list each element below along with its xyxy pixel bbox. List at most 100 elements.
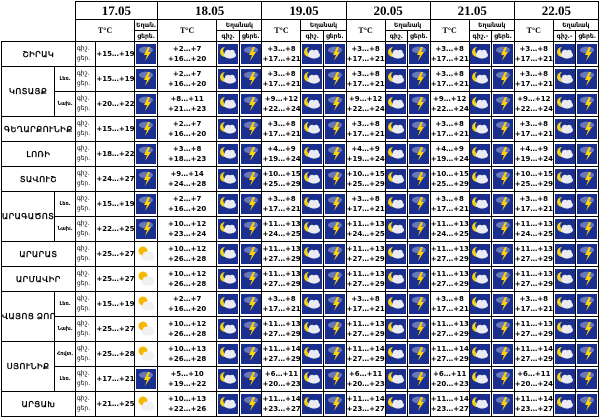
night-temp: +11…+13 <box>514 220 554 228</box>
day-temp: +27…+29 <box>346 330 385 338</box>
thunder-icon <box>491 266 515 292</box>
night-label: գիշ. <box>76 320 90 327</box>
night-icon <box>216 366 240 392</box>
day-temp: +23…+27 <box>514 405 554 413</box>
partly-icon <box>134 391 158 417</box>
day-temp: +19…+24 <box>514 155 554 163</box>
thunder-icon <box>491 391 515 417</box>
temp-day-4: +3…+8 +17…+21 <box>429 41 470 67</box>
night-label: գիշ. <box>76 370 90 377</box>
thunder-icon <box>575 216 599 242</box>
thunder-icon <box>575 116 599 142</box>
night-temp: +3…+8 <box>435 195 464 203</box>
night-temp: +3…+8 <box>435 295 464 303</box>
day-label: ցեր. <box>76 280 91 287</box>
night-icon <box>552 316 577 342</box>
day-temp: +22…+24 <box>346 105 385 113</box>
temp-value: +25…+28 <box>96 350 135 358</box>
thunder-icon <box>491 341 515 367</box>
region-row: ԿՈՏԱՅՔ Լեռ. գիշ. ցեր. +15…+19 +2…+7 +16…+20 +3…… <box>0 66 599 117</box>
day-temp: +27…+29 <box>430 330 469 338</box>
night-temp: +3…+8 <box>351 295 380 303</box>
night-icon <box>300 166 324 192</box>
region-row: Նախ. գիշ. ցեր. +20…+22 +8…+11 +21…+23 +9…+12 +2… <box>2 91 599 117</box>
night-icon <box>384 141 409 167</box>
temp-day-4: +9…+12 +22…+24 <box>429 91 470 117</box>
temp-day-5: +6…+11 +20…+24 <box>513 366 554 392</box>
weather-header-3: Եղանակ <box>384 19 431 31</box>
day-temp: +19…+24 <box>262 155 301 163</box>
night-icon <box>216 116 240 142</box>
night-temp: +6…+11 <box>517 370 551 378</box>
thunder-icon <box>407 141 431 167</box>
night-label: գիշ. <box>76 45 90 52</box>
temp-day-5: +11…+13 +27…+29 <box>513 241 554 267</box>
night-label: գիշ. <box>76 345 90 352</box>
night-icon <box>300 266 324 292</box>
temp-day-5: +10…+15 +25…+29 <box>513 166 554 192</box>
region-name: ԱՐԱՐԱՏ <box>1 241 76 267</box>
night-header-4: գիշ.- <box>468 30 493 42</box>
region-part-label: Լեռ. <box>54 191 76 217</box>
day-temp: +25…+29 <box>430 180 469 188</box>
night-header-2: գիշ. <box>300 30 324 42</box>
thunder-icon <box>491 141 515 167</box>
night-day-labels: գիշ. ցեր. <box>74 141 97 167</box>
day-temp: +27…+29 <box>262 355 301 363</box>
thunder-icon <box>238 266 263 292</box>
night-icon <box>468 316 493 342</box>
thunder-icon <box>323 41 347 67</box>
night-temp: +3…+8 <box>351 195 380 203</box>
night-temp: +11…+13 <box>346 320 385 328</box>
thunder-icon <box>491 316 515 342</box>
night-icon <box>384 366 409 392</box>
thunder-icon <box>238 91 263 117</box>
night-label: գիշ. <box>76 195 90 202</box>
temp-day-4: +11…+13 +24…+25 <box>429 216 470 242</box>
night-icon <box>300 191 324 217</box>
night-temp: +3…+8 <box>519 295 549 303</box>
region-name: ԱՐՑԱԽ <box>1 391 76 417</box>
temp-day-5: +3…+8 +17…+21 <box>513 41 554 67</box>
night-icon <box>552 391 577 417</box>
day-temp: +20…+23 <box>262 380 301 388</box>
night-temp: +11…+14 <box>346 395 385 403</box>
subheader-row-1: T°C Եղան. T°C Եղանակ T°C Եղանակ T°C Եղան… <box>2 19 600 42</box>
thunder-icon <box>134 166 158 192</box>
temp-day-4: +10…+15 +25…+29 <box>429 166 470 192</box>
thunder-icon <box>575 241 599 267</box>
region-part-label: Լեռ. <box>54 291 76 317</box>
night-icon <box>468 41 493 67</box>
night-icon <box>216 266 240 292</box>
temp-value: +15…+19 <box>96 200 135 208</box>
region-row: Լեռ. գիշ. ցեր. +17…+21 +5…+10 +19…+22 +6…+11 +2… <box>2 366 599 392</box>
day-temp: +27…+29 <box>514 255 554 263</box>
day-temp: +20…+23 <box>346 380 385 388</box>
day-temp: +27…+29 <box>514 330 554 338</box>
night-icon <box>552 216 577 242</box>
night-label: գիշ. <box>76 395 90 402</box>
region-row: Նախ. գիշ. ցեր. +25…+27 +10…+12 +26…+28 +11…+13… <box>2 316 599 342</box>
night-icon <box>384 116 409 142</box>
thunder-icon <box>575 66 599 92</box>
thunder-icon <box>407 316 431 342</box>
day-label: ցեր. <box>76 155 91 162</box>
temp-day-2: +3…+8 +17…+21 <box>261 291 302 317</box>
night-temp: +9…+14 <box>170 170 204 178</box>
date-header-4: 21.05 <box>429 1 515 20</box>
temp-day-3: +11…+13 +24…+25 <box>345 216 386 242</box>
forecast-body: ՇԻՐԱԿ գիշ. ցեր. +15…+19 +2…+7 +16…+20 +3…+8 +17… <box>0 41 599 417</box>
thunder-icon <box>323 366 347 392</box>
temp-day-2: +11…+13 +24…+25 <box>261 216 302 242</box>
thunder-icon <box>575 341 599 367</box>
thunder-icon <box>238 241 263 267</box>
corner-cell <box>1 1 76 42</box>
night-temp: +11…+14 <box>430 345 469 353</box>
temp-day-1: +10…+13 +26…+28 <box>156 341 218 367</box>
night-label: գիշ. <box>76 95 90 102</box>
night-day-labels: գիշ. ցեր. <box>74 366 97 392</box>
night-icon <box>468 191 493 217</box>
region-name: ՍՅՈՒՆԻՔ <box>0 341 56 392</box>
temp-day-5: +3…+8 +17…+21 <box>513 66 554 92</box>
thunder-icon <box>491 241 515 267</box>
